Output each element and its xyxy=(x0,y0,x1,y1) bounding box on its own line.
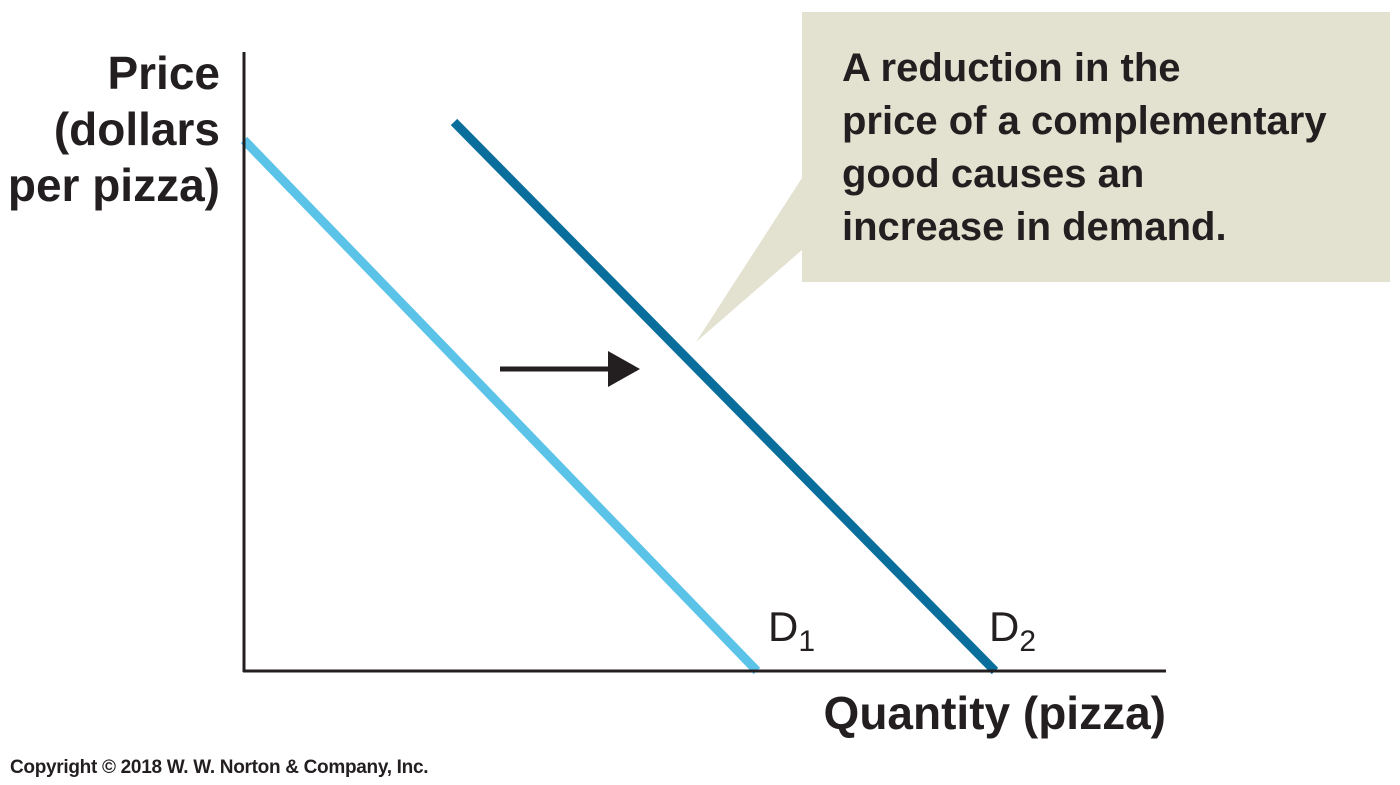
shift-arrow-head xyxy=(608,351,640,387)
copyright-notice: Copyright © 2018 W. W. Norton & Company,… xyxy=(10,757,429,778)
curve-label-d1: D1 xyxy=(768,603,815,658)
shift-arrow xyxy=(500,351,640,387)
demand-curve-d2 xyxy=(450,118,999,675)
callout-pointer xyxy=(696,178,802,342)
callout-line-4: increase in demand. xyxy=(842,205,1227,249)
axes xyxy=(242,52,1166,673)
callout-line-1: A reduction in the xyxy=(842,46,1181,90)
callout: A reduction in the price of a complement… xyxy=(696,12,1390,342)
demand-curve-d1 xyxy=(240,136,761,675)
x-axis-title: Quantity (pizza) xyxy=(824,687,1166,739)
y-axis-title-line-3: per pizza) xyxy=(8,159,220,211)
callout-line-2: price of a complementary xyxy=(842,99,1327,143)
callout-line-3: good causes an xyxy=(842,152,1144,196)
y-axis-title-line-2: (dollars xyxy=(54,103,220,155)
y-axis-title-line-1: Price xyxy=(107,47,220,99)
curve-label-d2: D2 xyxy=(989,603,1036,658)
callout-box xyxy=(802,12,1390,282)
